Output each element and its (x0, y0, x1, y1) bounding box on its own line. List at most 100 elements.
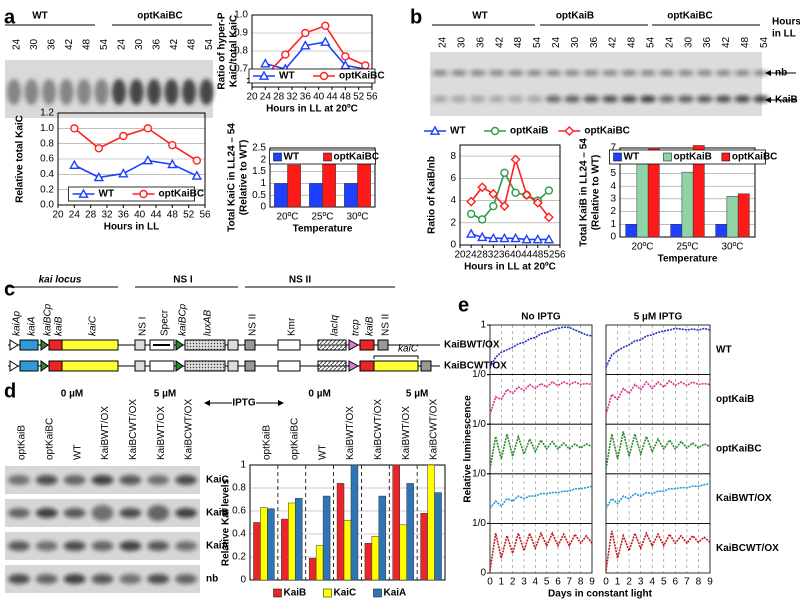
x-axis-title: Days in constant light (548, 589, 653, 600)
y-tick-label: 1 (480, 320, 486, 331)
y-tick-label: 4 (610, 181, 616, 192)
legend-label: WT (624, 152, 640, 163)
gel-band (507, 70, 524, 76)
y-tick-label: 1.2 (40, 108, 54, 119)
column-title: 5 µM IPTG (634, 312, 683, 323)
lane-label: 48 (513, 36, 524, 48)
locus-label: NS II (289, 275, 311, 286)
gel-band (164, 79, 179, 105)
x-tick-label: 4 (649, 577, 655, 588)
bar (434, 492, 442, 581)
x-tick-label: 3 (521, 577, 527, 588)
group-label: optKaiBC (137, 11, 183, 22)
y-tick-label: 0.2 (40, 184, 54, 195)
data-point (511, 188, 520, 197)
blot-band (35, 541, 58, 551)
data-point (260, 58, 271, 68)
y-tick-label: 1.0 (234, 10, 248, 21)
hours-label: Hours (772, 17, 800, 28)
legend-marker (139, 189, 148, 199)
gel-image (430, 52, 762, 116)
bar (692, 145, 705, 238)
lane-label: KaiBWT/OX (156, 406, 167, 460)
blot-band (175, 508, 198, 518)
x-tick-label: 32 (286, 92, 298, 103)
x-tick-label: 1 (499, 577, 505, 588)
group-label: WT (32, 11, 48, 22)
y-tick-label: 2 (450, 217, 456, 228)
bar (343, 519, 352, 581)
gel-image (5, 60, 213, 118)
data-point (521, 234, 532, 244)
y-tick-label: 3 (610, 193, 616, 204)
data-point (532, 234, 543, 244)
row-label: optKaiBC (716, 444, 762, 455)
x-axis-title: Temperature (293, 224, 353, 235)
data-point (168, 140, 177, 150)
data-point (488, 188, 499, 199)
bar (399, 524, 407, 581)
data-line (489, 530, 593, 571)
data-point (500, 168, 509, 177)
data-point (477, 231, 488, 242)
plot-frame (489, 473, 593, 524)
gene-label: kaiA (27, 316, 38, 336)
x-tick-label: 52 (353, 92, 365, 103)
legend-swatch (273, 152, 282, 162)
gene-label: Kmr (287, 317, 298, 336)
x-axis-title: Hours in LL (104, 222, 160, 233)
blot-band (147, 475, 170, 485)
y-tick-label: 0 (450, 240, 456, 251)
gene-label: trcp (351, 319, 362, 336)
blot-band (119, 574, 142, 584)
y-tick-label: 6 (450, 173, 456, 184)
data-point (119, 131, 128, 141)
lane-label: 54 (646, 36, 657, 48)
legend-swatch (373, 588, 382, 598)
lane-label: 42 (494, 36, 505, 48)
gene-label: kaiBCp (43, 303, 54, 336)
bar (322, 163, 336, 208)
legend-box (68, 186, 195, 202)
gel-band (639, 70, 656, 76)
locus-label: NS I (173, 275, 193, 286)
x-tick-label: 52 (543, 250, 555, 261)
x-tick-label: optKaiBC (289, 418, 300, 460)
y-tick-label: 1/0 (472, 369, 486, 380)
plot-frame (605, 523, 711, 574)
condition-label: 0 µM (308, 389, 330, 400)
data-line (73, 127, 198, 162)
y-tick-label: 0 (610, 232, 616, 243)
y-axis-title: Ratio of KaiB/nb (427, 156, 438, 234)
y-tick-label: 0.4 (40, 169, 54, 180)
gel-band (677, 95, 694, 103)
y-tick-label: 0 (240, 575, 246, 586)
x-tick-label: 1 (615, 577, 621, 588)
condition-label: 5 µM (154, 389, 176, 400)
legend-marker (78, 188, 89, 198)
data-point (192, 156, 202, 165)
lane-label: 48 (187, 38, 198, 50)
y-axis-title: Relative luminescence (463, 395, 474, 503)
blot-band (63, 574, 86, 584)
gel-band (59, 79, 74, 105)
plot-frame (489, 523, 593, 574)
y-tick-label: 0.8 (40, 138, 54, 149)
bar (726, 196, 739, 238)
x-tick-label: 4 (533, 577, 539, 588)
blot-band (147, 505, 170, 521)
lane-label: 42 (169, 38, 180, 50)
data-line (489, 485, 593, 509)
gel-band (602, 95, 619, 103)
gel-band (469, 95, 486, 103)
data-line (265, 41, 366, 70)
y-axis-title: Total KaiC in LL24 – 54 (227, 123, 238, 232)
bar (636, 156, 649, 238)
x-tick-label: 3 (638, 577, 644, 588)
panel-label: a (4, 6, 16, 28)
row-label: KaiBCWT/OX (716, 543, 779, 554)
legend-marker (490, 126, 500, 136)
gene-label: kaiBCp (178, 303, 189, 336)
y-tick-label: 0.7 (234, 64, 248, 75)
data-point (465, 228, 477, 238)
